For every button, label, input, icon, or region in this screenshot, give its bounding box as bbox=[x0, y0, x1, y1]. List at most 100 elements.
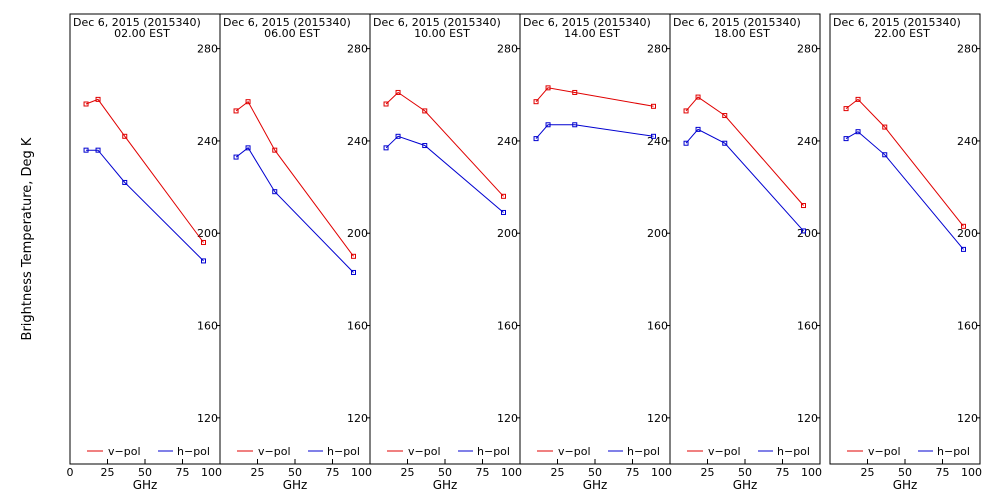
panel-3: 120 160 200 240 280 25 50 75 100 GHz Dec 6, 2015 (… bbox=[369, 13, 522, 492]
x-tick-label: 50 bbox=[898, 466, 912, 479]
h-pol-point bbox=[395, 133, 401, 139]
y-tick-label: 240 bbox=[197, 135, 218, 148]
x-tick-label: 25 bbox=[861, 466, 875, 479]
v-pol-point bbox=[695, 94, 701, 100]
h-pol-point bbox=[651, 133, 656, 139]
legend-h-pol-label: h−pol bbox=[937, 445, 970, 458]
panel-date: Dec 6, 2015 (2015340) bbox=[523, 16, 651, 29]
v-pol-point bbox=[843, 106, 849, 112]
legend-v-pol-label: v−pol bbox=[258, 445, 291, 458]
x-tick-label: 100 bbox=[961, 466, 982, 479]
x-tick-label: 25 bbox=[251, 466, 265, 479]
panel-date: Dec 6, 2015 (2015340) bbox=[73, 16, 201, 29]
h-pol-point bbox=[83, 147, 89, 153]
panel-date: Dec 6, 2015 (2015340) bbox=[373, 16, 501, 29]
v-pol-line bbox=[685, 96, 804, 206]
v-pol-line bbox=[85, 98, 204, 243]
h-pol-point bbox=[683, 140, 689, 146]
x-tick-label: 75 bbox=[176, 466, 190, 479]
v-pol-point bbox=[395, 89, 401, 95]
v-pol-line bbox=[845, 98, 964, 227]
panel-time: 06.00 EST bbox=[264, 27, 320, 40]
x-tick-label: 25 bbox=[101, 466, 115, 479]
v-pol-point bbox=[882, 124, 888, 130]
h-pol-line bbox=[535, 124, 654, 139]
v-pol-point bbox=[122, 133, 128, 139]
h-pol-line bbox=[845, 131, 964, 250]
y-tick-label: 160 bbox=[197, 320, 218, 333]
legend-h-pol-label: h−pol bbox=[627, 445, 660, 458]
v-pol-line bbox=[385, 91, 504, 197]
panel-time: 10.00 EST bbox=[414, 27, 470, 40]
y-tick-label: 120 bbox=[497, 412, 518, 425]
y-tick-label: 200 bbox=[497, 227, 518, 240]
y-tick-label: 280 bbox=[957, 43, 978, 56]
x-tick-label: 75 bbox=[626, 466, 640, 479]
y-tick-label: 280 bbox=[797, 43, 818, 56]
x-axis-label: GHz bbox=[893, 478, 918, 492]
panels-group: 120 160 200 240 280 0 25 50 75 100 GHz Dec 6, 2015 … bbox=[67, 13, 982, 492]
x-tick-label: 100 bbox=[201, 466, 222, 479]
v-pol-point bbox=[351, 253, 356, 259]
x-axis-label: GHz bbox=[433, 478, 458, 492]
y-tick-label: 280 bbox=[347, 43, 368, 56]
v-pol-point bbox=[83, 101, 89, 107]
y-tick-label: 200 bbox=[347, 227, 368, 240]
y-tick-label: 120 bbox=[797, 412, 818, 425]
x-axis-label: GHz bbox=[583, 478, 608, 492]
h-pol-point bbox=[122, 179, 128, 185]
y-tick-label: 280 bbox=[197, 43, 218, 56]
h-pol-point bbox=[501, 209, 506, 215]
panel-time: 22.00 EST bbox=[874, 27, 930, 40]
y-tick-label: 240 bbox=[347, 135, 368, 148]
h-pol-point bbox=[383, 145, 389, 151]
h-pol-point bbox=[351, 269, 356, 275]
x-tick-label: 100 bbox=[801, 466, 822, 479]
v-pol-point bbox=[501, 193, 506, 199]
y-tick-label: 240 bbox=[497, 135, 518, 148]
x-tick-label: 50 bbox=[738, 466, 752, 479]
legend-v-pol-label: v−pol bbox=[708, 445, 741, 458]
y-tick-label: 240 bbox=[797, 135, 818, 148]
v-pol-point bbox=[545, 85, 551, 91]
panel-6: 120 160 200 240 280 25 50 75 100 GHz Dec 6, 2015 (… bbox=[829, 13, 982, 492]
x-tick-label: 25 bbox=[551, 466, 565, 479]
h-pol-line bbox=[235, 147, 354, 273]
panel-time: 02.00 EST bbox=[114, 27, 170, 40]
h-pol-line bbox=[685, 128, 804, 232]
legend-h-pol-label: h−pol bbox=[777, 445, 810, 458]
x-tick-label: 50 bbox=[588, 466, 602, 479]
y-tick-label: 200 bbox=[797, 227, 818, 240]
v-pol-point bbox=[722, 113, 728, 119]
v-pol-point bbox=[533, 99, 539, 105]
h-pol-point bbox=[95, 147, 101, 153]
v-pol-point bbox=[683, 108, 689, 114]
y-tick-label: 240 bbox=[957, 135, 978, 148]
h-pol-point bbox=[533, 136, 539, 142]
v-pol-point bbox=[801, 203, 806, 209]
x-tick-label: 25 bbox=[401, 466, 415, 479]
h-pol-point bbox=[272, 189, 278, 195]
y-axis-label: Brightness Temperature, Deg K bbox=[20, 137, 35, 340]
h-pol-point bbox=[855, 129, 861, 135]
v-pol-point bbox=[245, 99, 251, 105]
legend-h-pol-label: h−pol bbox=[477, 445, 510, 458]
x-tick-label: 75 bbox=[776, 466, 790, 479]
h-pol-point bbox=[882, 152, 888, 158]
v-pol-line bbox=[235, 100, 354, 257]
h-pol-point bbox=[843, 136, 849, 142]
h-pol-line bbox=[86, 149, 204, 262]
h-pol-point bbox=[545, 122, 551, 128]
x-tick-label: 50 bbox=[138, 466, 152, 479]
h-pol-line bbox=[385, 135, 504, 213]
y-tick-label: 120 bbox=[647, 412, 668, 425]
v-pol-line bbox=[535, 87, 654, 107]
y-tick-label: 120 bbox=[347, 412, 368, 425]
y-tick-label: 160 bbox=[647, 320, 668, 333]
x-axis-label: GHz bbox=[283, 478, 308, 492]
h-pol-point bbox=[233, 154, 239, 160]
y-tick-label: 280 bbox=[647, 43, 668, 56]
h-pol-point bbox=[201, 258, 206, 264]
y-tick-label: 160 bbox=[347, 320, 368, 333]
x-tick-label: 75 bbox=[936, 466, 950, 479]
